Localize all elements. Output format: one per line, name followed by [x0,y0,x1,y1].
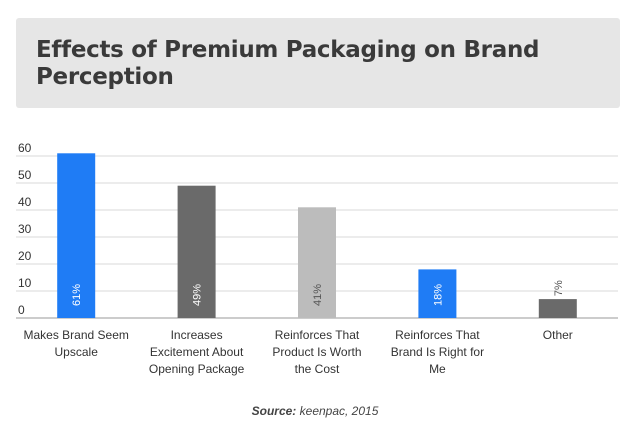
source-label: Source: [251,404,297,418]
data-label: 49% [192,284,204,306]
y-tick-label: 40 [18,195,32,209]
x-tick-label: Upscale [55,345,99,359]
x-tick-label: Other [543,328,573,342]
data-label: 61% [71,284,83,306]
y-tick-label: 50 [18,168,32,182]
data-label: 41% [312,284,324,306]
bar [298,207,336,318]
bar-chart: 0 10 20 30 40 50 60 61% Makes Brand Seem Upscale 4… [16,141,618,376]
chart-title: Effects of Premium Packaging on Brand Pe… [36,37,540,90]
bar [418,269,457,318]
x-tick-label: Opening Package [149,362,245,376]
data-label: 7% [553,280,565,296]
x-tick-label: Reinforces That [275,328,360,342]
x-tick-label: Brand Is Right for [391,345,484,359]
bar [538,299,577,318]
source-text: keenpac, 2015 [299,404,379,418]
y-tick-label: 30 [18,222,32,236]
data-label: 18% [432,284,444,306]
title-panel: Effects of Premium Packaging on Brand Pe… [16,18,620,108]
y-tick-label: 10 [18,276,32,290]
bar [177,185,216,318]
bar [57,153,96,318]
x-tick-label: Makes Brand Seem [24,328,129,342]
source-note: Source: keenpac, 2015 [0,404,630,418]
x-tick-label: Me [429,362,446,376]
x-tick-label: the Cost [295,362,340,376]
x-tick-label: Reinforces That [395,328,480,342]
y-tick-label: 0 [18,303,25,317]
x-tick-label: Product Is Worth [272,345,361,359]
y-tick-label: 60 [18,141,32,155]
x-tick-label: Increases [171,328,223,342]
y-tick-label: 20 [18,249,32,263]
x-tick-label: Excitement About [150,345,244,359]
